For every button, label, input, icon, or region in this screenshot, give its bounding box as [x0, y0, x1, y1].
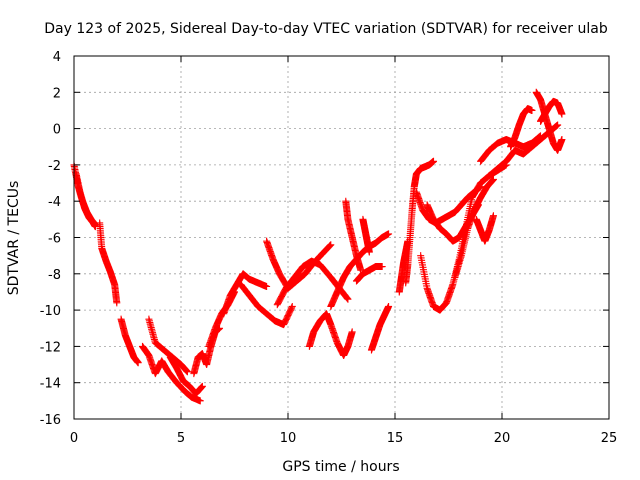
y-tick-label: -8 — [48, 268, 61, 283]
series-arc-18 — [359, 216, 372, 256]
y-tick-label: -6 — [48, 232, 61, 247]
x-tick-label: 10 — [280, 431, 297, 446]
data-points — [71, 89, 566, 405]
series-arc-8 — [190, 325, 223, 377]
series-arc-19 — [368, 303, 392, 354]
y-tick-label: 0 — [53, 123, 61, 138]
y-tick-label: -2 — [48, 159, 61, 174]
x-tick-label: 20 — [494, 431, 511, 446]
x-tick-label: 0 — [70, 431, 78, 446]
x-tick-label: 5 — [177, 431, 185, 446]
series-arc-12 — [263, 238, 334, 292]
x-tick-labels: 0 5 10 15 20 25 — [70, 431, 617, 446]
series-arc-9 — [205, 288, 238, 349]
x-axis-title: GPS time / hours — [282, 459, 399, 475]
x-tick-label: 15 — [387, 431, 404, 446]
chart-title: Day 123 of 2025, Sidereal Day-to-day VTE… — [44, 21, 608, 37]
y-tick-labels: -16 -14 -12 -10 -8 -6 -4 -2 0 2 4 — [40, 50, 61, 428]
x-tick-label: 25 — [601, 431, 618, 446]
y-tick-label: -16 — [40, 413, 61, 428]
y-tick-label: -4 — [48, 195, 61, 210]
y-tick-label: -14 — [40, 377, 61, 392]
y-tick-label: 2 — [53, 86, 61, 101]
series-arc-3 — [96, 219, 120, 306]
y-axis-title: SDTVAR / TECUs — [6, 181, 22, 296]
y-tick-label: -12 — [40, 340, 61, 355]
series-arc-14 — [306, 310, 356, 359]
sdtvar-chart: Day 123 of 2025, Sidereal Day-to-day VTE… — [0, 0, 640, 480]
series-arc-1 — [71, 161, 99, 228]
series-arc-26 — [473, 212, 497, 244]
series-arc-2 — [73, 170, 99, 230]
y-tick-label: -10 — [40, 304, 61, 319]
y-tick-label: 4 — [53, 50, 61, 65]
series-arc-4 — [118, 316, 142, 367]
